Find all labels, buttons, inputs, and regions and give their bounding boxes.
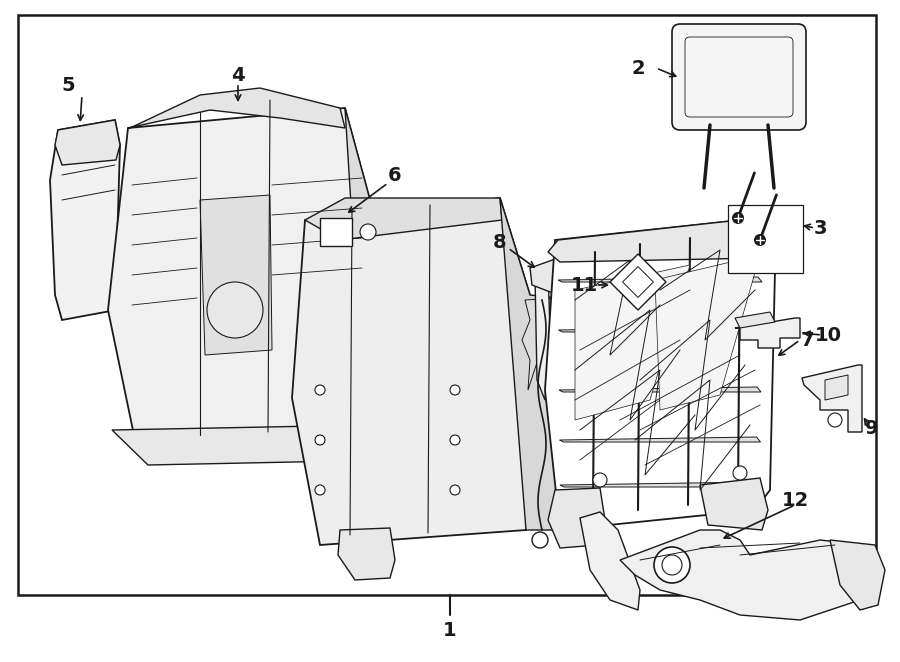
Polygon shape [559, 327, 761, 332]
Polygon shape [580, 512, 640, 610]
Polygon shape [735, 318, 800, 348]
Polygon shape [108, 108, 370, 440]
Polygon shape [500, 198, 558, 530]
Circle shape [315, 435, 325, 445]
Bar [18, 15, 876, 595]
Circle shape [315, 485, 325, 495]
Polygon shape [128, 88, 345, 128]
Polygon shape [292, 198, 530, 545]
Polygon shape [55, 120, 120, 165]
Circle shape [593, 473, 607, 487]
Text: 1: 1 [443, 620, 457, 639]
Polygon shape [305, 198, 502, 240]
Text: 7: 7 [801, 330, 814, 350]
Polygon shape [560, 482, 760, 487]
Polygon shape [522, 298, 558, 390]
Polygon shape [575, 265, 690, 420]
Text: 11: 11 [571, 275, 598, 295]
Polygon shape [548, 218, 770, 262]
Circle shape [733, 466, 747, 480]
Polygon shape [830, 540, 885, 610]
Circle shape [315, 385, 325, 395]
Polygon shape [530, 258, 562, 295]
Polygon shape [802, 365, 862, 432]
Polygon shape [560, 437, 760, 442]
Polygon shape [620, 530, 875, 620]
Text: 9: 9 [865, 418, 878, 438]
Polygon shape [200, 195, 272, 355]
Circle shape [662, 555, 682, 575]
Circle shape [732, 212, 744, 224]
Polygon shape [345, 108, 395, 440]
Text: 6: 6 [388, 166, 401, 185]
Text: 3: 3 [814, 218, 827, 238]
FancyBboxPatch shape [672, 24, 806, 130]
Polygon shape [655, 255, 760, 410]
Circle shape [532, 532, 548, 548]
Text: 4: 4 [231, 66, 245, 85]
Text: 8: 8 [493, 232, 507, 252]
Circle shape [450, 385, 460, 395]
Polygon shape [825, 375, 848, 400]
Polygon shape [535, 270, 550, 400]
Polygon shape [559, 387, 761, 392]
Polygon shape [558, 277, 762, 282]
Circle shape [654, 547, 690, 583]
Polygon shape [548, 488, 605, 548]
Polygon shape [700, 478, 768, 530]
Circle shape [360, 224, 376, 240]
Text: 12: 12 [781, 491, 808, 510]
Bar [728, 205, 803, 273]
Circle shape [450, 485, 460, 495]
Polygon shape [50, 120, 120, 320]
Polygon shape [545, 218, 775, 530]
Polygon shape [623, 267, 653, 297]
Circle shape [754, 234, 766, 246]
Text: 5: 5 [61, 75, 75, 95]
Circle shape [207, 282, 263, 338]
Circle shape [450, 435, 460, 445]
Polygon shape [338, 528, 395, 580]
Polygon shape [735, 312, 775, 328]
Text: 2: 2 [631, 58, 644, 77]
Bar [320, 218, 352, 246]
Polygon shape [610, 254, 666, 310]
Text: 10: 10 [814, 326, 842, 344]
Polygon shape [112, 425, 392, 465]
Circle shape [828, 413, 842, 427]
